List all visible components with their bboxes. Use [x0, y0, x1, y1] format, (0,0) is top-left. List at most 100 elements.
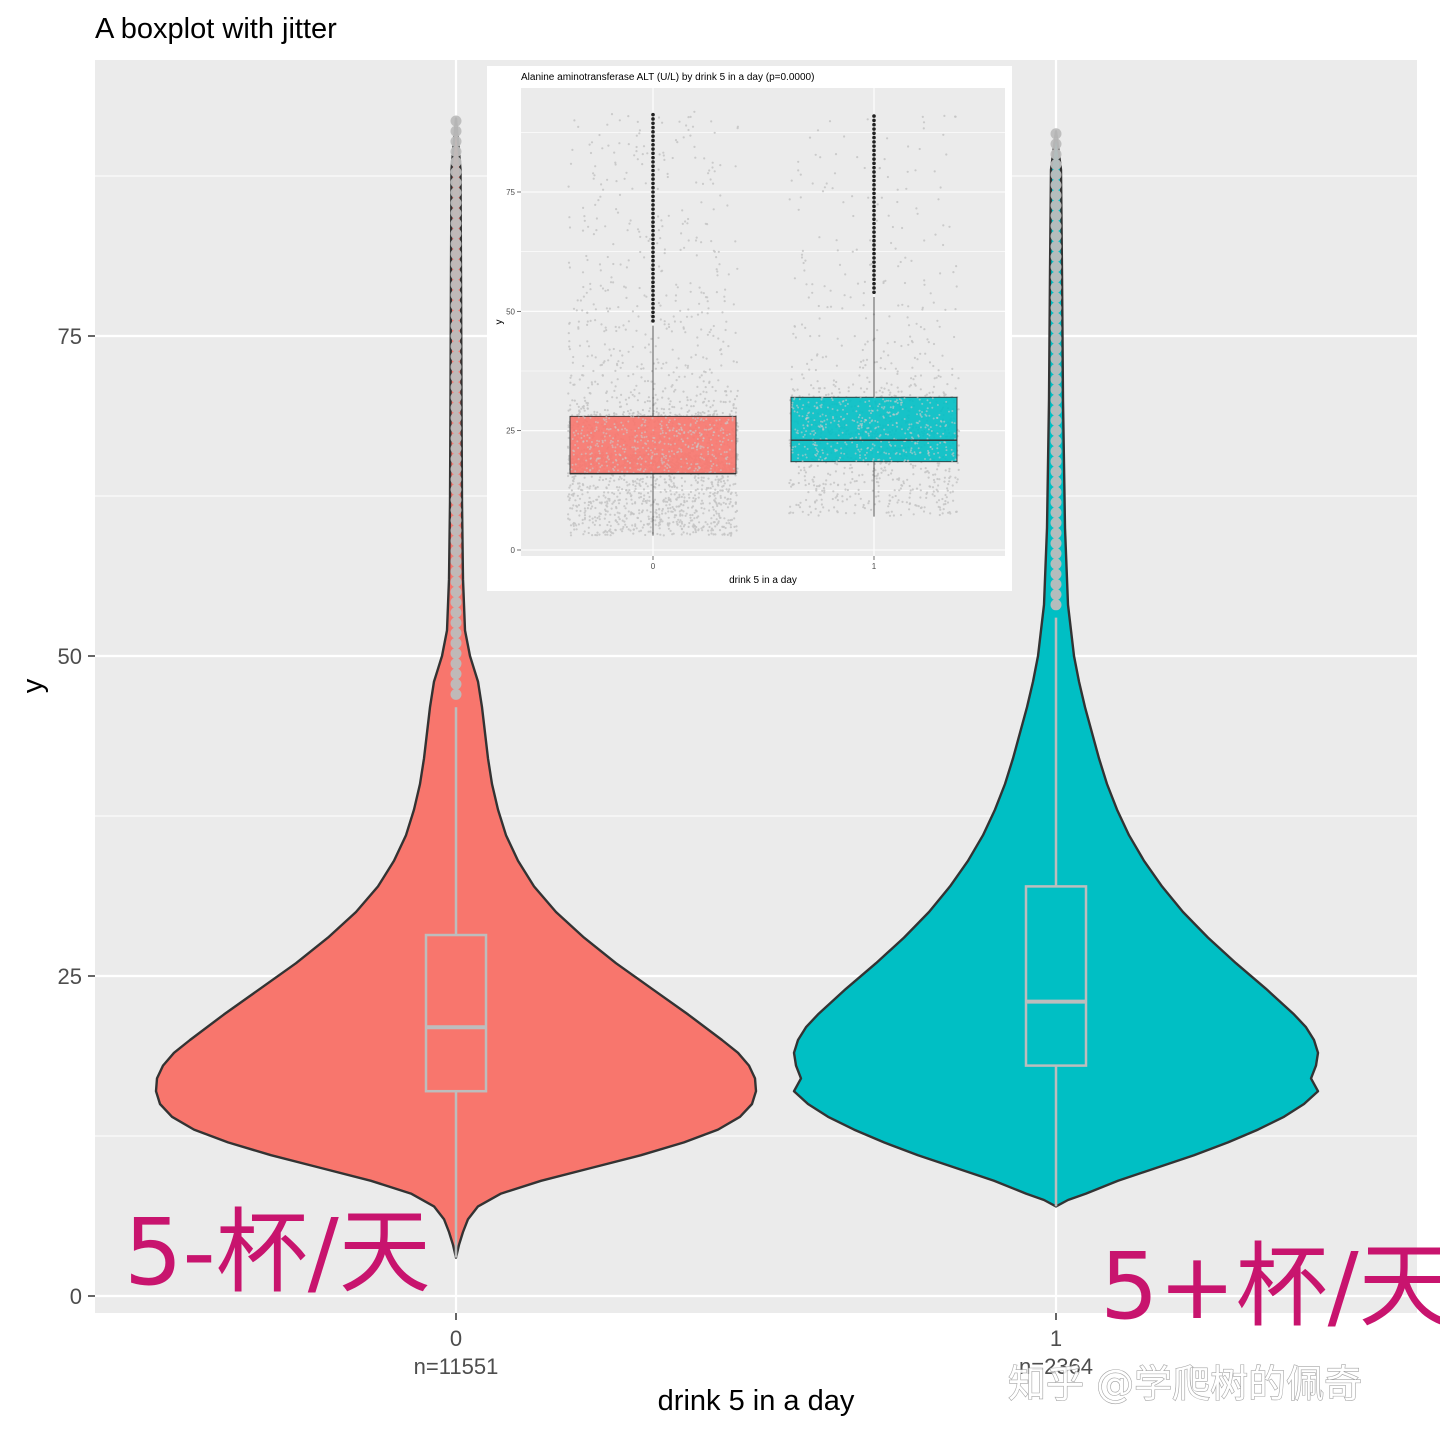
inset-box-jitter — [709, 470, 712, 473]
inset-box-jitter — [945, 454, 947, 456]
inset-jitter-point — [573, 528, 576, 531]
inset-box-jitter — [700, 417, 703, 420]
inset-box-jitter — [898, 398, 901, 401]
inset-box-jitter — [871, 447, 874, 450]
inset-jitter-point — [909, 384, 913, 387]
inset-jitter-point — [733, 398, 737, 401]
inset-box-jitter — [702, 446, 705, 449]
inset-box-jitter — [882, 459, 885, 462]
inset-jitter-point — [836, 484, 840, 487]
inset-jitter-point — [686, 532, 689, 535]
inset-jitter-point — [869, 239, 872, 242]
inset-jitter-point — [945, 496, 948, 499]
inset-jitter-point — [571, 414, 574, 417]
inset-box-jitter — [612, 461, 615, 464]
inset-jitter-point — [698, 521, 701, 524]
inset-outlier — [651, 164, 655, 169]
inset-jitter-point — [630, 494, 633, 497]
inset-box-jitter — [792, 446, 794, 449]
inset-jitter-point — [841, 500, 844, 503]
inset-jitter-point — [725, 488, 728, 491]
inset-jitter-point — [664, 481, 667, 484]
inset-jitter-point — [594, 506, 597, 510]
inset-box-jitter — [583, 435, 586, 437]
outlier-point — [1050, 486, 1062, 498]
inset-box-jitter — [594, 444, 597, 447]
inset-jitter-point — [678, 375, 681, 378]
outlier-point — [450, 566, 462, 578]
inset-box-jitter — [865, 419, 868, 422]
inset-jitter-point — [646, 522, 649, 526]
inset-jitter-point — [569, 531, 572, 534]
inset-box-jitter — [710, 427, 713, 430]
inset-y-tick-label: 75 — [506, 188, 515, 197]
inset-box-jitter — [661, 429, 664, 432]
inset-box-jitter — [917, 434, 920, 437]
inset-box-jitter — [651, 451, 654, 454]
inset-jitter-point — [608, 413, 611, 416]
inset-box-jitter — [591, 467, 594, 470]
inset-box-jitter — [670, 450, 673, 453]
outlier-point — [450, 606, 462, 618]
inset-jitter-point — [599, 195, 602, 198]
inset-jitter-point — [789, 479, 792, 482]
inset-jitter-point — [607, 144, 610, 147]
inset-jitter-point — [639, 495, 643, 499]
inset-box-jitter — [652, 429, 655, 432]
inset-jitter-point — [652, 362, 656, 365]
inset-box-jitter — [588, 448, 591, 450]
inset-box-jitter — [686, 462, 689, 465]
inset-box-jitter — [851, 441, 854, 444]
inset-jitter-point — [668, 485, 671, 488]
inset-box-jitter — [887, 433, 889, 436]
inset-box-jitter — [932, 417, 935, 420]
inset-jitter-point — [595, 217, 599, 220]
inset-box-jitter — [632, 416, 635, 418]
inset-jitter-point — [625, 296, 628, 299]
inset-jitter-point — [618, 492, 622, 495]
inset-box-jitter — [727, 439, 730, 441]
inset-jitter-point — [649, 504, 652, 507]
inset-jitter-point — [716, 504, 719, 508]
inset-jitter-point — [836, 249, 839, 252]
inset-jitter-point — [933, 481, 936, 484]
inset-jitter-point — [649, 351, 652, 354]
inset-jitter-point — [890, 472, 893, 475]
inset-jitter-point — [885, 511, 888, 514]
inset-box-jitter — [791, 403, 794, 406]
inset-jitter-point — [856, 156, 859, 159]
outlier-point — [450, 545, 462, 557]
inset-jitter-point — [917, 505, 920, 508]
inset-jitter-point — [577, 405, 580, 408]
inset-jitter-point — [894, 367, 898, 370]
outlier-point — [450, 258, 462, 270]
inset-jitter-point — [586, 407, 590, 410]
inset-box-jitter — [661, 431, 664, 434]
inset-box-jitter — [694, 467, 697, 470]
inset-jitter-point — [817, 514, 820, 517]
inset-jitter-point — [915, 322, 918, 325]
outlier-point — [1050, 599, 1062, 611]
inset-box-jitter — [900, 444, 903, 447]
inset-jitter-point — [792, 511, 795, 514]
inset-jitter-point — [735, 407, 738, 410]
inset-jitter-point — [864, 364, 867, 367]
inset-jitter-point — [658, 484, 661, 487]
inset-box-jitter — [812, 412, 815, 415]
inset-jitter-point — [937, 369, 940, 372]
inset-jitter-point — [843, 135, 846, 138]
inset-jitter-point — [922, 121, 926, 124]
inset-box-jitter — [710, 465, 713, 467]
inset-outlier — [872, 122, 876, 127]
inset-jitter-point — [722, 501, 725, 504]
inset-jitter-point — [919, 388, 922, 391]
inset-jitter-point — [855, 248, 858, 251]
inset-box-jitter — [835, 460, 838, 463]
inset-jitter-point — [800, 256, 804, 259]
outlier-point — [450, 494, 462, 506]
inset-outlier — [651, 121, 655, 126]
inset-jitter-point — [700, 241, 703, 244]
inset-box-jitter — [844, 441, 847, 444]
inset-box-jitter — [585, 459, 588, 462]
